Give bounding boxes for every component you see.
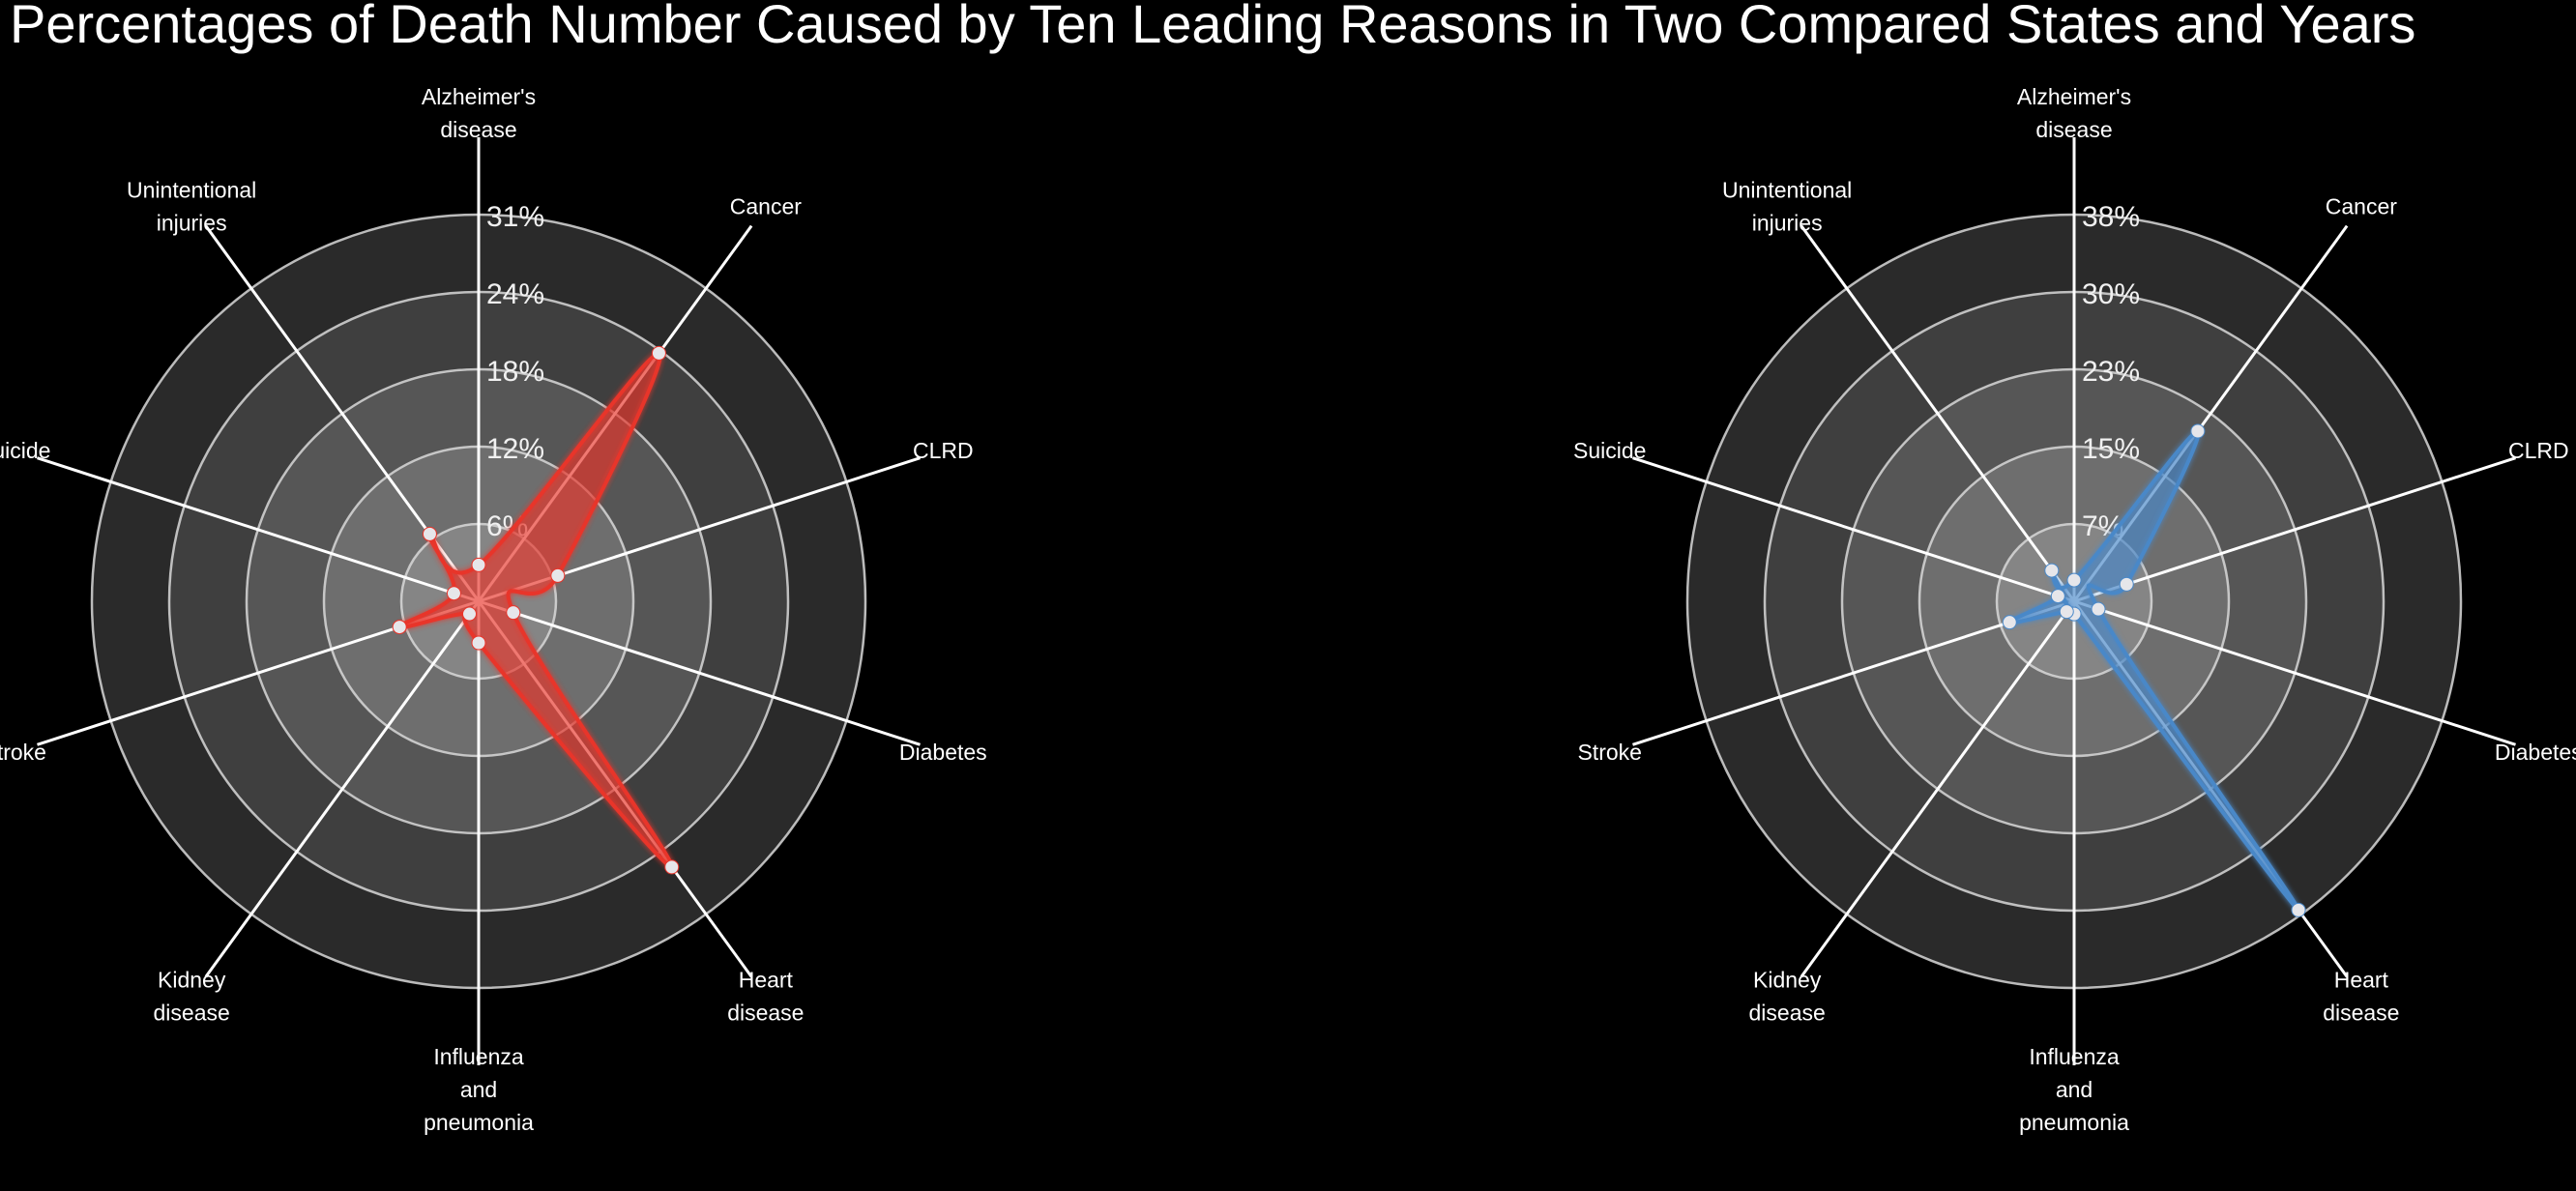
data-point-7 <box>2059 604 2074 620</box>
axis-label-line: Stroke <box>1577 740 1641 765</box>
radar-chart-2: Alzheimer's disease Cancer CLRD Diabetes Hear… <box>1573 84 2576 1135</box>
axis-label-line: Diabetes <box>2495 740 2576 765</box>
radar-chart-1: Alzheimer's disease Cancer CLRD Diabetes Hear… <box>0 84 987 1135</box>
axis-label-line: Alzheimer's <box>422 84 536 109</box>
axis-spoke <box>1632 599 2075 746</box>
axis-spoke <box>1800 224 2076 602</box>
axis-label: Influenza and pneumonia <box>424 1044 534 1135</box>
axis-label-line: Influenza <box>2029 1044 2120 1069</box>
axis-label-line: Kidney <box>158 968 226 993</box>
axis-spoke <box>1632 456 2075 603</box>
data-point-1 <box>471 557 486 572</box>
axis-label: Suicide <box>1573 438 1646 463</box>
axis-label-line: disease <box>2323 1001 2399 1026</box>
series-area <box>2007 429 2301 913</box>
axis-label-line: Cancer <box>730 193 802 218</box>
axis-label-line: and <box>460 1077 497 1102</box>
axis-label-line: and <box>2056 1077 2093 1102</box>
axis-spoke <box>478 599 921 746</box>
data-point-6 <box>471 635 486 651</box>
data-point-9 <box>2050 589 2065 604</box>
axis-label-line: disease <box>154 1001 230 1026</box>
axis-label: Stroke <box>0 740 46 765</box>
data-point-2 <box>651 345 666 361</box>
axis-label-line: Heart <box>2334 968 2389 993</box>
data-point-3 <box>550 567 566 583</box>
axis-spoke <box>2073 599 2516 746</box>
data-point-1 <box>2066 572 2082 588</box>
data-point-9 <box>446 586 461 601</box>
axis-label-line: Heart <box>739 968 794 993</box>
axis-spoke <box>204 600 481 978</box>
axis-label-line: Alzheimer's <box>2017 84 2131 109</box>
axis-label: Stroke <box>1577 740 1641 765</box>
data-point-4 <box>2091 601 2106 617</box>
data-point-5 <box>2291 902 2306 917</box>
data-point-10 <box>422 526 437 541</box>
axis-label: Kidney disease <box>154 968 230 1026</box>
data-point-2 <box>2190 423 2206 439</box>
data-point-5 <box>664 859 680 875</box>
axis-label-line: CLRD <box>2508 438 2569 463</box>
axis-label-line: CLRD <box>913 438 974 463</box>
axis-label: Unintentional injuries <box>1722 177 1852 235</box>
axis-label-line: Influenza <box>433 1044 524 1069</box>
data-point-7 <box>462 606 478 622</box>
axis-spoke <box>37 456 480 603</box>
tick-label: 15% <box>2082 433 2140 465</box>
axis-label: Cancer <box>730 193 802 218</box>
data-point-8 <box>392 620 407 635</box>
axis-label-line: Suicide <box>0 438 50 463</box>
tick-label: 18% <box>486 356 544 388</box>
chart-title: Percentages of Death Number Caused by Te… <box>10 0 2416 54</box>
axis-label: Influenza and pneumonia <box>2019 1044 2129 1135</box>
tick-label: 23% <box>2082 356 2140 388</box>
axis-spoke <box>1800 600 2076 978</box>
axis-label: Diabetes <box>899 740 987 765</box>
axis-label: Alzheimer's disease <box>2017 84 2131 142</box>
axis-label: Alzheimer's disease <box>422 84 536 142</box>
axis-label-line: Unintentional <box>1722 177 1852 202</box>
axis-label-line: Diabetes <box>899 740 987 765</box>
axis-label-line: Cancer <box>2326 193 2397 218</box>
axis-label: Diabetes <box>2495 740 2576 765</box>
data-point-8 <box>2002 615 2017 630</box>
axis-label-line: disease <box>727 1001 804 1026</box>
axis-label: CLRD <box>2508 438 2569 463</box>
axis-label: Suicide <box>0 438 50 463</box>
axis-label-line: disease <box>2035 117 2112 142</box>
axis-label-line: pneumonia <box>424 1110 534 1135</box>
axis-label-line: injuries <box>1752 210 1823 235</box>
axis-label: Cancer <box>2326 193 2397 218</box>
data-point-3 <box>2119 576 2134 592</box>
axis-label: CLRD <box>913 438 974 463</box>
axis-label: Unintentional injuries <box>127 177 256 235</box>
axis-label-line: disease <box>1749 1001 1826 1026</box>
axis-label: Kidney disease <box>1749 968 1826 1026</box>
data-point-10 <box>2044 563 2060 578</box>
tick-label: 30% <box>2082 278 2140 310</box>
tick-label: 12% <box>486 433 544 465</box>
tick-label: 24% <box>486 278 544 310</box>
axis-label-line: injuries <box>157 210 227 235</box>
axis-label: Heart disease <box>2323 968 2399 1026</box>
tick-label: 31% <box>486 201 544 233</box>
axis-label-line: Unintentional <box>127 177 256 202</box>
axis-spoke <box>2073 456 2516 603</box>
axis-label-line: Kidney <box>1753 968 1822 993</box>
axis-label-line: Stroke <box>0 740 46 765</box>
data-point-4 <box>506 605 521 621</box>
axis-label-line: Suicide <box>1573 438 1646 463</box>
axis-label-line: disease <box>440 117 516 142</box>
axis-label: Heart disease <box>727 968 804 1026</box>
tick-label: 38% <box>2082 201 2140 233</box>
axis-label-line: pneumonia <box>2019 1110 2129 1135</box>
